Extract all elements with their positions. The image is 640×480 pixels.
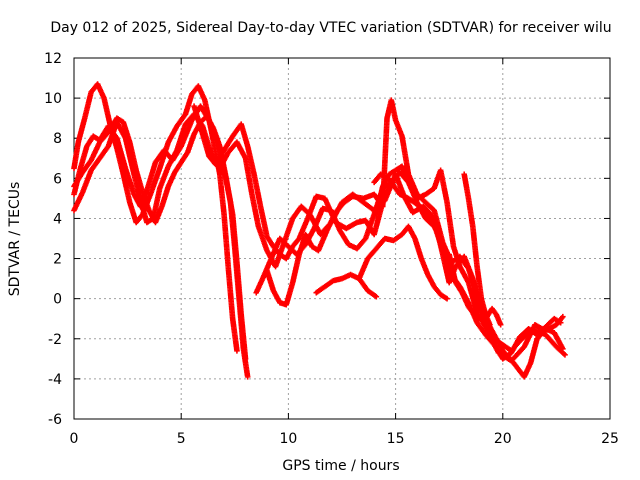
data-point [444, 295, 450, 302]
data-point [390, 179, 397, 186]
series-track-f [264, 97, 568, 358]
series-track-k [461, 171, 493, 328]
y-tick-label: -2 [48, 332, 62, 348]
data-point [562, 352, 568, 358]
x-tick-label: 20 [494, 431, 512, 447]
y-tick-label: 4 [53, 211, 62, 227]
data-point [487, 321, 493, 328]
x-tick-label: 25 [601, 431, 619, 447]
plot-frame [73, 57, 611, 420]
series-track-d [191, 103, 564, 362]
x-tick-label: 15 [387, 431, 405, 447]
series-track-i [356, 223, 450, 302]
data-point [242, 356, 249, 362]
series-track-m [71, 113, 249, 362]
x-tick-label: 5 [177, 431, 186, 447]
data-point [244, 374, 251, 380]
x-tick-label: 10 [279, 431, 297, 447]
series-track-l [371, 171, 397, 186]
y-tick-label: 10 [44, 91, 62, 107]
y-axis-label: SDTVAR / TECUs [7, 182, 23, 297]
axis-ticks: 0 5 10 15 20 25 -6 -4 -2 0 2 4 6 8 10 12 [44, 51, 619, 447]
y-tick-label: -4 [48, 372, 62, 388]
series-track-h [373, 163, 450, 258]
x-axis-label: GPS time / hours [282, 458, 399, 474]
y-tick-label: 6 [53, 171, 62, 187]
data-point [373, 293, 380, 300]
chart-title: Day 012 of 2025, Sidereal Day-to-day VTE… [50, 20, 611, 36]
y-tick-label: 12 [44, 51, 62, 67]
y-tick-label: 2 [53, 252, 62, 268]
data-point [497, 321, 504, 328]
series-track-j [446, 251, 504, 328]
y-tick-label: 8 [53, 131, 62, 147]
data-points [71, 81, 568, 380]
x-tick-label: 0 [70, 431, 79, 447]
series-track-g [313, 271, 380, 300]
y-tick-label: -6 [48, 412, 62, 428]
data-point [234, 348, 240, 354]
data-point [560, 313, 566, 320]
y-tick-label: 0 [53, 292, 62, 308]
